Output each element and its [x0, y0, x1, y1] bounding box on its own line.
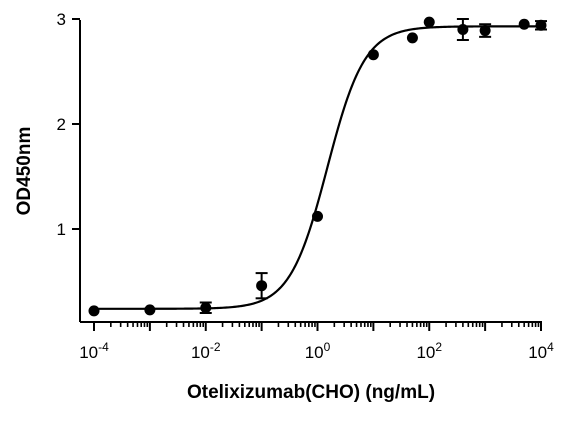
- data-point: [256, 280, 268, 292]
- data-point: [406, 32, 418, 44]
- data-point: [479, 25, 491, 37]
- data-point: [457, 24, 469, 35]
- axes: [79, 20, 542, 323]
- fit-curve: [94, 25, 541, 310]
- x-tick-label: 100: [305, 340, 331, 362]
- data-point: [535, 19, 547, 31]
- y-ticks: 1 2 3: [57, 10, 80, 239]
- data-point: [518, 18, 530, 30]
- x-tick-label: 10-4: [79, 340, 109, 362]
- y-tick-label: 2: [57, 115, 66, 134]
- data-point: [367, 49, 379, 61]
- x-tick-label: 102: [416, 340, 442, 362]
- x-tick-label: 10-2: [191, 340, 221, 362]
- x-tick-label: 104: [528, 340, 554, 362]
- y-axis-title: OD450nm: [14, 127, 35, 216]
- data-point: [88, 305, 100, 317]
- y-tick-label: 1: [57, 220, 66, 239]
- y-tick-label: 3: [57, 10, 66, 29]
- data-point: [144, 304, 156, 316]
- data-point: [312, 210, 323, 222]
- data-point: [200, 302, 212, 314]
- data-points: [88, 16, 547, 317]
- data-point: [423, 16, 435, 28]
- x-axis-title: Otelixizumab(CHO) (ng/mL): [187, 382, 435, 403]
- x-ticks: 10-4 10-2 100 102 104: [79, 322, 554, 362]
